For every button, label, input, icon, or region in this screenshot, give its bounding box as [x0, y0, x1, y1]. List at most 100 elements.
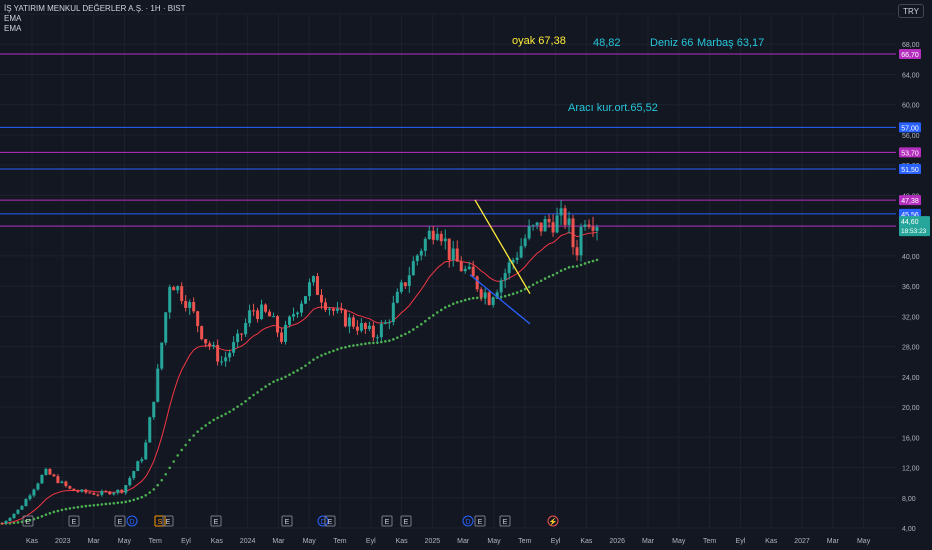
ema-slow-dot [156, 483, 160, 487]
annotation-48-82[interactable]: 48,82 [593, 37, 621, 49]
ema-slow-dot [423, 319, 427, 323]
candle-body [256, 310, 260, 319]
price-badges: 66,7057,0053,7051,5047,3845,5643,9444,60… [899, 49, 930, 237]
ema-slow-dot [196, 430, 199, 433]
ema-slow-dot [352, 344, 355, 347]
event-marker-label: E [166, 519, 171, 526]
candle-body [40, 474, 44, 484]
candle-body [96, 494, 100, 496]
candle-body [180, 286, 184, 301]
currency-button[interactable]: TRY [898, 4, 924, 18]
candle-body [20, 506, 24, 510]
ema-slow-dot [364, 342, 367, 346]
candle-body [387, 322, 391, 324]
annotation-marbas[interactable]: Marbaş 63,17 [697, 37, 765, 49]
candle-body [128, 478, 132, 486]
event-marker-label: E [478, 519, 483, 526]
ema-slow-dot [160, 478, 164, 482]
ema-slow-dot [252, 393, 255, 397]
candlestick-series [0, 200, 599, 525]
ema-slow-dot [100, 503, 104, 506]
candle-body [160, 342, 164, 369]
ema-slow-dot [200, 427, 203, 430]
ema-slow-dot [340, 346, 343, 350]
ema-slow-dot [583, 262, 587, 265]
event-marker-label: E [285, 519, 290, 526]
candle-body [228, 352, 232, 358]
ema-slow-dot [48, 511, 52, 515]
ema-slow-dot [571, 265, 575, 268]
ema-slow-dot [503, 294, 507, 298]
candle-body [248, 310, 252, 324]
candle-body [331, 308, 335, 311]
ema-slow-dot [112, 501, 116, 505]
y-tick-label: 4,00 [902, 526, 916, 533]
ema-slow-dot [527, 285, 531, 289]
symbol-title[interactable]: İŞ YATIRIM MENKUL DEĞERLER A.Ş. · 1H · B… [4, 4, 186, 13]
ema-slow-dot [344, 345, 347, 349]
event-marker-label: E [503, 519, 508, 526]
event-marker-box [210, 515, 222, 527]
ema-slow-dot [332, 349, 335, 353]
ema-slow-series [0, 258, 599, 525]
ema-slow-dot [384, 340, 387, 343]
candle-body [371, 325, 375, 338]
candle-body [339, 308, 343, 311]
level-badge [899, 163, 921, 174]
candle-body [459, 261, 463, 272]
candle-body [276, 316, 280, 333]
candle-body [587, 224, 591, 227]
ema-slow-dot [348, 344, 351, 348]
candle-body [124, 485, 128, 493]
ema-slow-dot [208, 421, 211, 424]
event-marker-box [324, 515, 336, 527]
candle-body [547, 218, 551, 223]
candle-body [503, 273, 507, 281]
indicator-ema-1[interactable]: EMA [4, 14, 22, 23]
ema-slow-dot [28, 518, 32, 522]
annotation-araci-kurum[interactable]: Aracı kur.ort.65,52 [568, 102, 658, 114]
candle-body [475, 276, 479, 290]
annotation-oyak[interactable]: oyak 67,38 [512, 35, 566, 47]
ema-slow-dot [336, 348, 339, 351]
candle-body [315, 276, 319, 295]
candle-body [391, 302, 395, 323]
event-marker-box [381, 515, 393, 527]
ema-slow-dot [559, 269, 563, 273]
event-marker-label: D [320, 519, 325, 526]
ema-slow-dot [40, 515, 44, 518]
candle-body [307, 282, 311, 297]
candle-body [347, 317, 351, 327]
ema-slow-dot [567, 266, 571, 269]
ema-slow-dot [288, 373, 291, 377]
ema-slow-dot [439, 308, 443, 312]
event-marker-label: ⚡ [549, 517, 558, 526]
ema-slow-dot [12, 521, 16, 525]
candle-body [44, 468, 48, 475]
last-price-badge [899, 216, 930, 237]
candle-body [52, 474, 56, 477]
x-tick-label: Eyl [736, 538, 746, 545]
candle-body [264, 304, 268, 312]
x-tick-label: May [857, 538, 871, 545]
y-tick-label: 68,00 [902, 42, 920, 49]
annotation-deniz[interactable]: Deniz 66 [650, 37, 694, 49]
ema-slow-dot [76, 505, 80, 509]
candle-body [88, 492, 92, 494]
candle-body [311, 276, 315, 283]
ema-slow-dot [575, 264, 579, 268]
candle-body [28, 495, 32, 500]
indicator-ema-2[interactable]: EMA [4, 24, 22, 33]
ema-slow-dot [320, 354, 323, 357]
ema-slow-dot [176, 454, 180, 457]
candle-body [411, 261, 415, 276]
ema-slow-dot [551, 273, 555, 277]
candle-body [196, 311, 200, 327]
candle-body [435, 233, 439, 240]
ema-slow-dot [539, 279, 543, 283]
event-marker-box [474, 515, 486, 527]
ema-slow-dot [52, 510, 56, 514]
candle-body [80, 489, 84, 492]
candle-body [212, 344, 216, 347]
